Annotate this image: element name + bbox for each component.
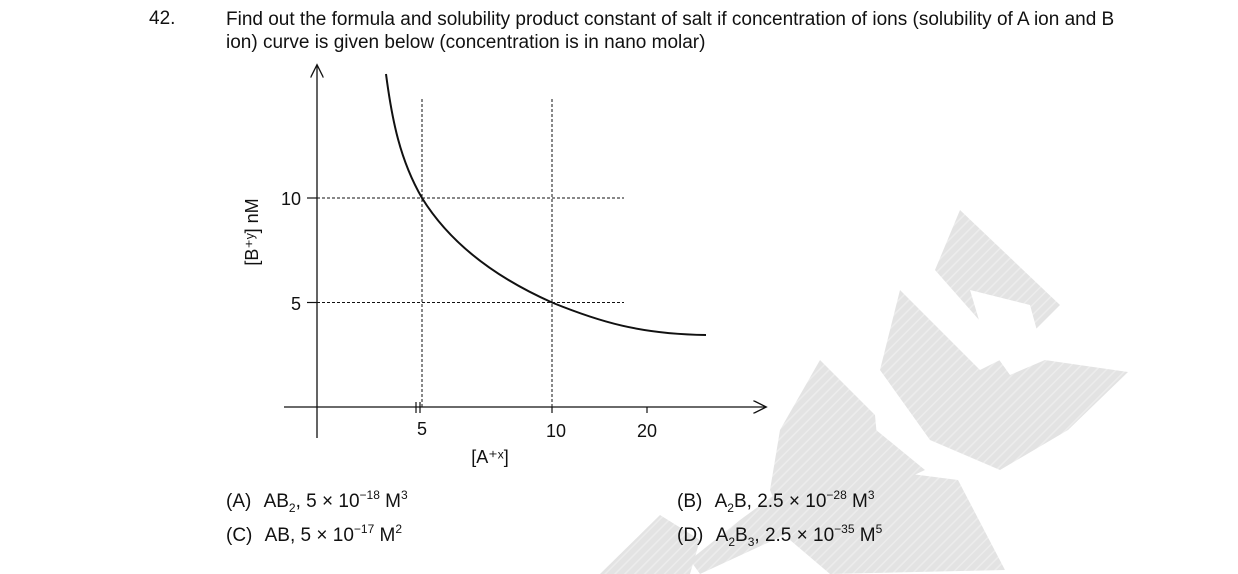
option-c-coef: 5 × 10	[300, 525, 354, 546]
option-b-coef: 2.5 × 10	[757, 491, 827, 512]
option-c-sep: ,	[289, 525, 296, 546]
solubility-curve-line	[385, 73, 707, 336]
option-d-unit: M	[859, 525, 876, 546]
option-d[interactable]: (D) A2B3, 2.5 × 10−35 M5	[677, 522, 882, 549]
option-b[interactable]: (B) A2B, 2.5 × 10−28 M3	[677, 488, 875, 515]
x-tick-label-5: 5	[417, 419, 427, 439]
option-c-exp: −17	[353, 522, 375, 536]
option-b-unit-exp: 3	[867, 488, 875, 502]
y-tick-label-10: 10	[281, 189, 301, 209]
option-d-coef: 2.5 × 10	[764, 525, 835, 546]
option-a-unit-exp: 3	[401, 488, 408, 502]
option-a-formula-sub: 2	[288, 501, 296, 515]
option-d-exp: −35	[834, 522, 855, 536]
x-tick-label-10: 10	[546, 421, 566, 441]
option-c-unit-exp: 2	[395, 522, 403, 536]
option-c-formula: AB	[264, 525, 290, 546]
option-b-unit: M	[852, 491, 868, 512]
option-b-formula-sub: 2	[727, 501, 734, 515]
option-b-label: (B)	[677, 491, 703, 512]
option-d-formula: A	[715, 525, 729, 546]
option-d-formula-sub2: 3	[747, 535, 755, 549]
question-number: 42.	[149, 8, 176, 29]
option-d-formula-rest: B	[735, 525, 748, 546]
y-tick-label-5: 5	[291, 294, 301, 314]
option-a-label: (A)	[226, 491, 252, 512]
question-text: Find out the formula and solubility prod…	[226, 9, 1115, 53]
option-b-sep: ,	[746, 491, 752, 512]
option-c-unit: M	[379, 525, 396, 546]
option-d-formula-sub: 2	[728, 535, 735, 549]
option-a-sep: ,	[295, 491, 301, 512]
option-a-unit: M	[385, 491, 401, 512]
option-c[interactable]: (C) AB, 5 × 10−17 M2	[226, 522, 402, 547]
option-b-exp: −28	[826, 488, 847, 502]
option-a-coef: 5 × 10	[306, 491, 360, 512]
option-b-formula-rest: B	[733, 491, 747, 512]
option-d-sep: ,	[754, 525, 760, 546]
option-b-formula: A	[714, 491, 728, 512]
y-axis-label: [B⁺ʸ] nM	[242, 198, 262, 265]
option-c-label: (C)	[226, 525, 253, 546]
option-a-exp: −18	[359, 488, 380, 502]
option-d-unit-exp: 5	[875, 522, 883, 536]
x-axis-label: [A⁺ˣ]	[471, 447, 508, 467]
option-a-formula: AB	[263, 491, 289, 512]
option-a[interactable]: (A) AB2, 5 × 10−18 M3	[226, 488, 408, 515]
x-tick-label-20: 20	[637, 421, 657, 441]
option-d-label: (D)	[677, 525, 704, 546]
